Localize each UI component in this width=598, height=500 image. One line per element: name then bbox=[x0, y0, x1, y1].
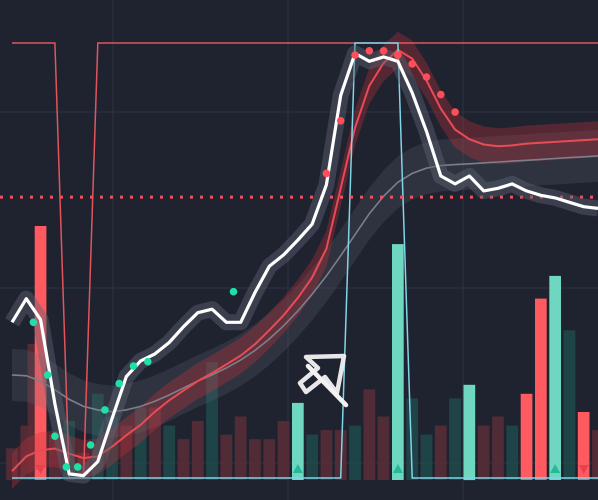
volume-bar bbox=[477, 425, 490, 480]
sell-signal-dot bbox=[351, 51, 359, 59]
buy-signal-dot bbox=[101, 406, 109, 414]
cursor-arrow-outline bbox=[297, 353, 347, 396]
buy-signal-dot bbox=[51, 432, 59, 441]
price-line bbox=[10, 51, 598, 478]
buy-signal-dot bbox=[29, 318, 38, 327]
volume-bar bbox=[20, 425, 33, 480]
volume-bar bbox=[349, 425, 361, 480]
volume-bar bbox=[449, 398, 461, 480]
volume-bar bbox=[392, 244, 404, 480]
volume-bar bbox=[91, 393, 104, 480]
slow-ma-band bbox=[12, 129, 598, 438]
sell-signal-dot bbox=[408, 60, 417, 68]
volume-bar bbox=[420, 434, 433, 480]
volume-bar bbox=[6, 448, 18, 481]
triangle-down-icon bbox=[578, 465, 589, 474]
volume-bar bbox=[34, 226, 47, 480]
volume-bar bbox=[263, 439, 276, 480]
volume-bar bbox=[106, 416, 118, 480]
triangle-down-icon bbox=[35, 465, 46, 474]
volume-bar bbox=[163, 425, 176, 480]
sell-signal-dot bbox=[394, 51, 402, 59]
volume-bar bbox=[134, 407, 147, 480]
volume-bar bbox=[363, 389, 376, 480]
volume-bar bbox=[249, 439, 261, 480]
price-series bbox=[5, 45, 598, 484]
volume-bar bbox=[577, 412, 590, 480]
buy-signal-dot bbox=[43, 371, 52, 379]
volume-bar bbox=[49, 434, 61, 480]
buy-signal-dot bbox=[62, 463, 71, 471]
volume-markers bbox=[35, 464, 589, 474]
volume-bar bbox=[377, 416, 390, 480]
triangle-up-icon bbox=[392, 464, 403, 473]
sell-signal-dot bbox=[336, 117, 345, 125]
fast-ma-band bbox=[12, 31, 598, 490]
volume-bar bbox=[535, 298, 547, 480]
volume-bar bbox=[234, 416, 247, 480]
buy-signal-dot bbox=[86, 441, 95, 449]
buy-signal-dot bbox=[129, 362, 138, 370]
triangle-up-icon bbox=[292, 464, 303, 473]
volume-bar bbox=[220, 434, 233, 480]
volume-bar bbox=[277, 421, 290, 480]
volume-bar bbox=[592, 430, 598, 480]
volume-bar bbox=[520, 393, 533, 480]
volume-bar bbox=[506, 425, 519, 480]
buy-signal-dot bbox=[115, 379, 123, 388]
sell-signal-dot bbox=[379, 47, 388, 55]
volume-bar bbox=[434, 425, 447, 480]
oscillator-lines bbox=[12, 42, 598, 479]
oscillator-red-line bbox=[12, 42, 598, 479]
volume-bar bbox=[549, 275, 561, 480]
volume-bar bbox=[63, 421, 75, 480]
buy-signal-dot bbox=[73, 463, 82, 471]
volume-bar bbox=[320, 430, 333, 480]
volume-bar bbox=[177, 439, 190, 480]
volume-bar bbox=[492, 416, 504, 480]
volume-bar bbox=[120, 425, 133, 480]
volume-bar bbox=[292, 402, 304, 480]
volume-bar bbox=[306, 434, 318, 480]
moving-averages bbox=[11, 48, 598, 472]
sell-signal-dot bbox=[422, 73, 431, 81]
volume-bar bbox=[149, 407, 161, 480]
slow-ma-line bbox=[11, 155, 598, 413]
oscillator-cyan-line bbox=[12, 42, 598, 479]
volume-bar bbox=[563, 330, 576, 480]
triangle-up-icon bbox=[550, 464, 561, 473]
cursor-arrow-icon bbox=[297, 353, 349, 408]
volume-bar bbox=[406, 398, 418, 480]
signal-dots bbox=[29, 47, 459, 471]
volume-bar bbox=[206, 362, 218, 480]
sell-signal-dot bbox=[451, 108, 459, 116]
buy-signal-dot bbox=[229, 287, 238, 296]
ma-bands bbox=[12, 31, 598, 490]
cursor-arrow-shaft bbox=[305, 363, 349, 408]
sell-signal-dot bbox=[437, 90, 445, 99]
volume-bar bbox=[27, 343, 40, 480]
volume-bar bbox=[463, 384, 476, 481]
fast-ma-line bbox=[11, 48, 598, 472]
sell-signal-dot bbox=[322, 169, 331, 178]
buy-signal-dot bbox=[144, 357, 152, 366]
volume-bar bbox=[191, 421, 204, 480]
sell-signal-dot bbox=[365, 47, 374, 55]
